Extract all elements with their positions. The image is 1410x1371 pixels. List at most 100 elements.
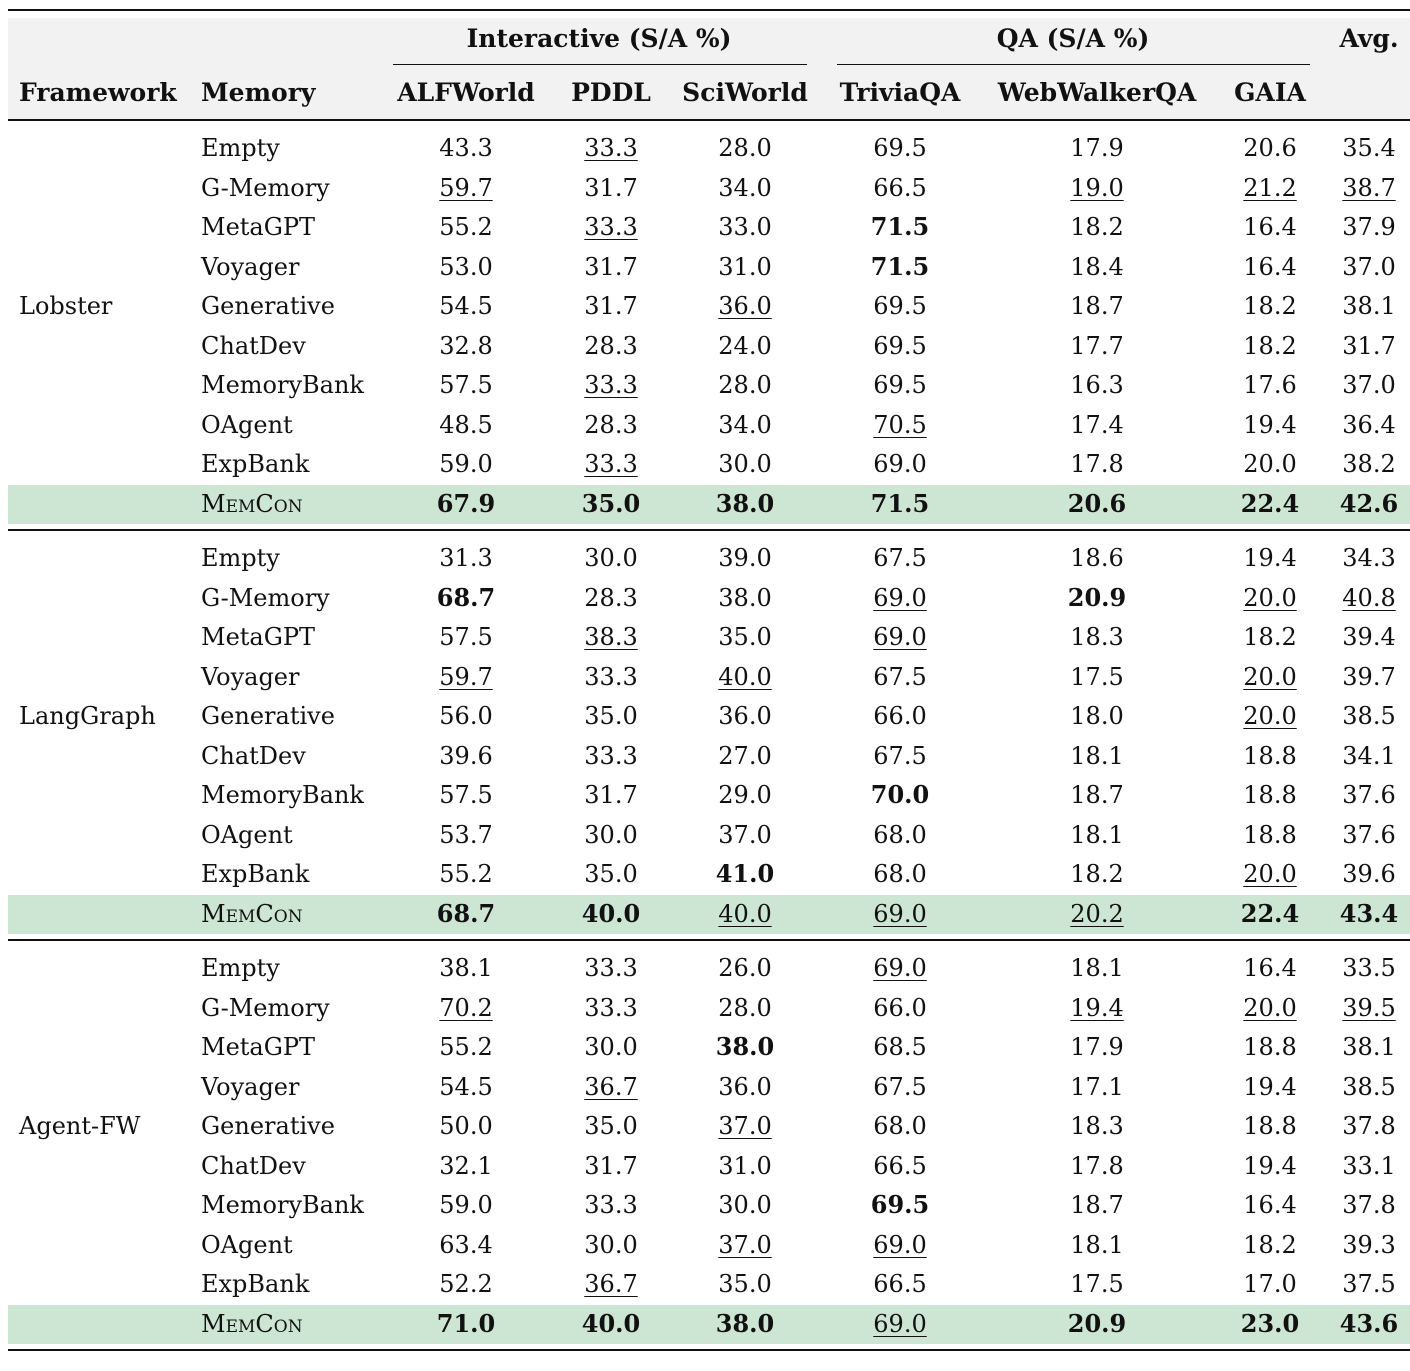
- value-cell: 29.0: [718, 781, 772, 809]
- value-cell: 18.1: [1070, 954, 1124, 982]
- memory-header: Memory: [201, 78, 316, 107]
- value-cell: 55.2: [439, 860, 493, 888]
- value-cell: 32.1: [439, 1151, 493, 1180]
- value-cell: 33.3: [584, 954, 638, 982]
- value-cell: 36.7: [584, 1270, 638, 1298]
- value-cell: 70.5: [873, 410, 927, 439]
- value-cell: 68.7: [436, 582, 496, 612]
- value-cell: 53.0: [439, 252, 493, 281]
- value-cell: 16.4: [1243, 1191, 1297, 1219]
- value-cell: 37.0: [718, 820, 772, 849]
- memory-label: Generative: [201, 702, 335, 730]
- value-cell: 36.4: [1342, 410, 1396, 439]
- col-header-pddl: PDDL: [571, 78, 651, 107]
- value-cell: 37.9: [1342, 213, 1396, 241]
- value-cell: 18.6: [1070, 544, 1124, 572]
- value-cell: 33.5: [1342, 954, 1396, 982]
- memory-label: Voyager: [201, 1072, 300, 1101]
- value-cell: 37.0: [1342, 371, 1396, 399]
- value-cell: 38.1: [1342, 292, 1396, 320]
- value-cell: 38.7: [1342, 173, 1396, 202]
- value-cell: 30.0: [584, 1230, 638, 1259]
- value-cell: 43.4: [1339, 898, 1399, 928]
- value-cell: 20.6: [1243, 134, 1297, 162]
- value-cell: 19.4: [1243, 1151, 1297, 1180]
- value-cell: 36.7: [584, 1072, 638, 1101]
- value-cell: 66.5: [873, 1151, 927, 1180]
- value-cell: 40.0: [581, 898, 641, 928]
- value-cell: 20.9: [1067, 582, 1127, 612]
- value-cell: 17.5: [1070, 1270, 1124, 1298]
- section-rule: [8, 939, 1410, 941]
- value-cell: 37.0: [1342, 252, 1396, 281]
- value-cell: 19.4: [1070, 993, 1124, 1022]
- memory-label: MemoryBank: [201, 1191, 364, 1219]
- memory-label: MemCon: [201, 1309, 303, 1338]
- value-cell: 18.1: [1070, 741, 1124, 770]
- memory-label: OAgent: [201, 410, 293, 439]
- value-cell: 18.3: [1070, 623, 1124, 651]
- memory-label: OAgent: [201, 820, 293, 849]
- value-cell: 37.8: [1342, 1191, 1396, 1219]
- value-cell: 18.1: [1070, 820, 1124, 849]
- memory-label: G-Memory: [201, 173, 330, 202]
- memory-label: ExpBank: [201, 860, 310, 888]
- value-cell: 33.3: [584, 741, 638, 770]
- value-cell: 39.5: [1342, 993, 1396, 1022]
- framework-label: LangGraph: [19, 702, 156, 730]
- memory-label: MemoryBank: [201, 371, 364, 399]
- cmidrule-qa: [837, 64, 1310, 65]
- value-cell: 27.0: [718, 741, 772, 770]
- value-cell: 40.0: [581, 1308, 641, 1338]
- value-cell: 28.3: [584, 583, 638, 612]
- avg-header: Avg.: [1339, 24, 1399, 53]
- value-cell: 70.2: [439, 993, 493, 1022]
- highlight-row: [8, 894, 1410, 934]
- value-cell: 56.0: [439, 702, 493, 730]
- value-cell: 26.0: [718, 954, 772, 982]
- value-cell: 19.4: [1243, 544, 1297, 572]
- value-cell: 30.0: [718, 450, 772, 478]
- value-cell: 55.2: [439, 1033, 493, 1061]
- value-cell: 69.5: [873, 134, 927, 162]
- value-cell: 37.6: [1342, 781, 1396, 809]
- value-cell: 35.0: [584, 1112, 638, 1140]
- value-cell: 18.2: [1243, 292, 1297, 320]
- value-cell: 18.2: [1243, 623, 1297, 651]
- value-cell: 39.4: [1342, 623, 1396, 651]
- cmidrule-interactive: [393, 64, 807, 65]
- value-cell: 20.0: [1243, 662, 1297, 691]
- value-cell: 48.5: [439, 410, 493, 439]
- memory-label: MetaGPT: [201, 213, 316, 241]
- value-cell: 35.4: [1342, 134, 1396, 162]
- value-cell: 30.0: [584, 1033, 638, 1061]
- value-cell: 20.0: [1243, 450, 1297, 478]
- value-cell: 28.0: [718, 371, 772, 399]
- value-cell: 17.8: [1070, 450, 1124, 478]
- value-cell: 33.0: [718, 213, 772, 241]
- value-cell: 40.8: [1342, 583, 1396, 612]
- header-rule: [8, 119, 1410, 121]
- value-cell: 35.0: [718, 623, 772, 651]
- value-cell: 18.2: [1243, 1230, 1297, 1259]
- value-cell: 66.0: [873, 702, 927, 730]
- highlight-row: [8, 1304, 1410, 1344]
- group-header-interactive: Interactive (S/A %): [466, 24, 732, 53]
- value-cell: 30.0: [584, 820, 638, 849]
- value-cell: 34.3: [1342, 544, 1396, 572]
- value-cell: 31.7: [584, 252, 638, 281]
- value-cell: 57.5: [439, 623, 493, 651]
- value-cell: 17.5: [1070, 662, 1124, 691]
- value-cell: 37.8: [1342, 1112, 1396, 1140]
- value-cell: 18.8: [1243, 741, 1297, 770]
- value-cell: 38.0: [715, 488, 775, 518]
- memory-label: Generative: [201, 292, 335, 320]
- value-cell: 40.0: [718, 899, 772, 928]
- section-rule: [8, 529, 1410, 531]
- value-cell: 20.0: [1243, 860, 1297, 888]
- value-cell: 32.8: [439, 331, 493, 360]
- section-rule: [8, 1349, 1410, 1351]
- value-cell: 33.3: [584, 450, 638, 478]
- value-cell: 63.4: [439, 1230, 493, 1259]
- value-cell: 28.0: [718, 134, 772, 162]
